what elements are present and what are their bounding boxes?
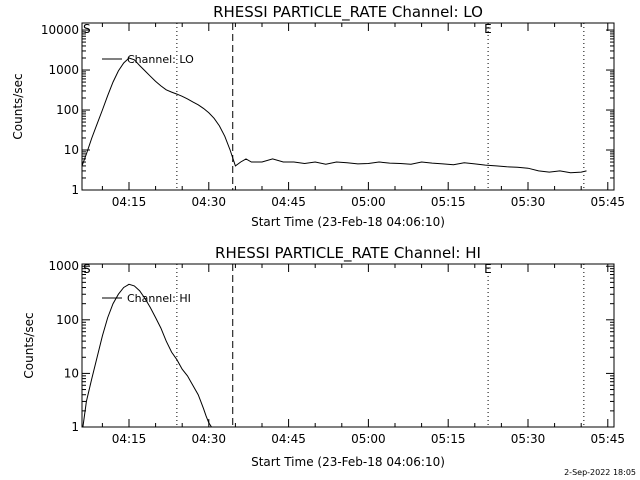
date-stamp: 2-Sep-2022 18:05 [564,468,636,477]
x-tick-label: 05:15 [431,432,466,446]
end-marker-label: E [484,262,492,276]
y-tick-label: 100 [56,313,79,327]
y-tick-label: 1 [71,183,79,197]
y-axis-label: Counts/sec [22,312,36,378]
y-tick-label: 1000 [48,63,79,77]
x-tick-label: 05:45 [590,432,625,446]
x-tick-label: 05:00 [351,195,386,209]
series-line [82,283,212,427]
x-tick-label: 04:45 [271,432,306,446]
chart-title: RHESSI PARTICLE_RATE Channel: LO [213,3,483,22]
x-tick-label: 05:15 [431,195,466,209]
y-tick-label: 1 [71,420,79,434]
chart-title: RHESSI PARTICLE_RATE Channel: HI [215,244,481,263]
chart-panel-lo: RHESSI PARTICLE_RATE Channel: LO 04:15 04:… [11,3,625,229]
start-marker-label: S [83,22,91,36]
plot-frame [81,22,615,191]
x-tick-label: 04:30 [191,195,226,209]
y-tick-label: 1000 [48,259,79,273]
x-tick-label: 04:15 [112,432,147,446]
x-axis-label: Start Time (23-Feb-18 04:06:10) [251,215,445,229]
y-tick-label: 10 [64,143,79,157]
x-tick-label: 05:45 [590,195,625,209]
x-axis-label: Start Time (23-Feb-18 04:06:10) [251,455,445,469]
x-tick-label: 04:45 [271,195,306,209]
series-line [82,57,587,174]
y-tick-label: 10000 [41,23,79,37]
y-axis-label: Counts/sec [11,73,25,139]
x-tick-label: 05:30 [511,195,546,209]
x-tick-label: 04:30 [191,432,226,446]
y-tick-label: 10 [64,366,79,380]
x-tick-label: 04:15 [112,195,147,209]
start-marker-label: S [83,262,91,276]
y-tick-label: 100 [56,103,79,117]
legend-label: Channel: LO [127,53,194,66]
x-tick-label: 05:00 [351,432,386,446]
x-tick-label: 05:30 [511,432,546,446]
end-marker-label: E [484,22,492,36]
legend-label: Channel: HI [127,292,191,305]
chart-panel-hi: RHESSI PARTICLE_RATE Channel: HI 04:15 04:… [22,244,625,469]
plot-frame [81,263,615,428]
